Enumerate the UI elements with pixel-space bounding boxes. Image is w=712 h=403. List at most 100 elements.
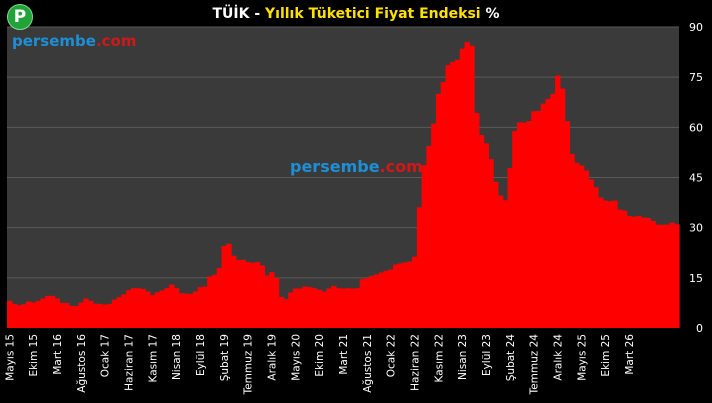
bar xyxy=(83,298,89,328)
bar xyxy=(54,298,61,328)
bar xyxy=(164,288,170,328)
bar xyxy=(536,110,542,328)
bar xyxy=(674,224,680,328)
bar xyxy=(121,294,127,328)
bar xyxy=(450,61,456,328)
bar xyxy=(316,289,323,328)
bar xyxy=(636,215,642,328)
x-tick-label: Ocak 17 xyxy=(100,334,112,377)
bar xyxy=(512,131,518,328)
y-axis-ticks: 0 15 30 45 60 75 90 xyxy=(689,21,703,335)
bar xyxy=(159,290,165,328)
bar xyxy=(474,112,480,328)
bar xyxy=(254,262,261,328)
bar xyxy=(88,300,94,328)
bar xyxy=(240,259,246,328)
bar xyxy=(369,275,375,328)
x-tick-label: Temmuz 19 xyxy=(243,334,255,395)
bar xyxy=(126,290,132,328)
bar xyxy=(464,42,470,329)
bar xyxy=(564,121,570,328)
bar xyxy=(440,82,447,329)
bar xyxy=(135,288,142,328)
bar xyxy=(550,93,556,328)
bar xyxy=(269,272,275,328)
bar xyxy=(569,154,575,328)
bar xyxy=(626,215,632,328)
bar xyxy=(292,288,299,328)
bar xyxy=(416,207,423,328)
bar xyxy=(140,288,146,328)
x-tick-label: Aralık 19 xyxy=(267,334,279,381)
bar xyxy=(607,201,613,328)
bar xyxy=(45,295,51,328)
bar xyxy=(445,65,451,328)
bar xyxy=(540,103,547,328)
bar xyxy=(469,45,475,328)
bar xyxy=(216,268,223,328)
y-tick-label: 90 xyxy=(689,21,703,34)
bar xyxy=(35,300,41,328)
bar xyxy=(645,217,652,328)
bar xyxy=(326,288,332,328)
x-tick-label: Şubat 24 xyxy=(505,334,517,382)
bar xyxy=(211,274,218,328)
bar xyxy=(373,274,380,328)
bar xyxy=(455,59,461,328)
y-tick-label: 45 xyxy=(689,172,703,185)
bar xyxy=(397,263,404,328)
bar xyxy=(507,168,513,328)
bar xyxy=(97,303,103,328)
bar xyxy=(640,217,647,328)
bar xyxy=(388,269,394,328)
y-tick-label: 15 xyxy=(689,272,703,285)
chart-title: TÜİK - Yıllık Tüketici Fiyat Endeksi % xyxy=(0,6,712,22)
x-tick-label: Mart 26 xyxy=(624,334,636,375)
bar xyxy=(421,165,428,328)
bar xyxy=(650,220,656,328)
bar xyxy=(173,288,180,328)
x-tick-label: Temmuz 24 xyxy=(529,334,541,396)
bar xyxy=(116,297,122,328)
bar xyxy=(188,293,194,328)
bar xyxy=(602,200,609,328)
bar xyxy=(493,181,499,328)
bar xyxy=(183,293,189,328)
bar xyxy=(502,200,509,328)
bar xyxy=(350,288,356,328)
bar xyxy=(617,209,623,328)
bar xyxy=(169,284,175,328)
bar xyxy=(412,256,418,328)
bar xyxy=(354,288,361,328)
x-tick-label: Ekim 25 xyxy=(600,334,612,377)
bar xyxy=(278,296,285,328)
x-tick-label: Mayıs 15 xyxy=(4,334,16,381)
bar xyxy=(221,246,227,328)
bar xyxy=(202,286,208,328)
bar xyxy=(378,272,385,328)
bar xyxy=(259,265,265,328)
bar xyxy=(49,295,56,328)
bar xyxy=(73,305,80,328)
x-tick-label: Ekim 15 xyxy=(28,334,40,377)
bar xyxy=(407,261,413,328)
logo-icon: P xyxy=(7,4,33,30)
bar xyxy=(545,98,551,328)
bar xyxy=(655,224,661,328)
y-tick-label: 30 xyxy=(689,222,703,235)
bar xyxy=(435,93,442,328)
bar xyxy=(226,243,232,328)
bar xyxy=(302,286,308,328)
bar xyxy=(578,165,585,328)
watermark-top-left: persembe.com xyxy=(12,32,137,50)
x-tick-label: Mayıs 25 xyxy=(576,334,588,381)
bar xyxy=(426,146,432,328)
bar xyxy=(7,300,13,328)
x-tick-label: Mart 16 xyxy=(52,334,64,375)
x-tick-label: Ekim 20 xyxy=(314,334,326,377)
bar xyxy=(659,224,666,328)
x-tick-label: Nisan 18 xyxy=(171,334,183,380)
title-suffix: % xyxy=(480,6,500,22)
bar xyxy=(288,292,294,328)
